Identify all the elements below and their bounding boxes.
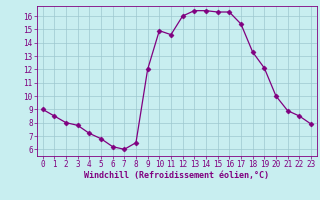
X-axis label: Windchill (Refroidissement éolien,°C): Windchill (Refroidissement éolien,°C) bbox=[84, 171, 269, 180]
